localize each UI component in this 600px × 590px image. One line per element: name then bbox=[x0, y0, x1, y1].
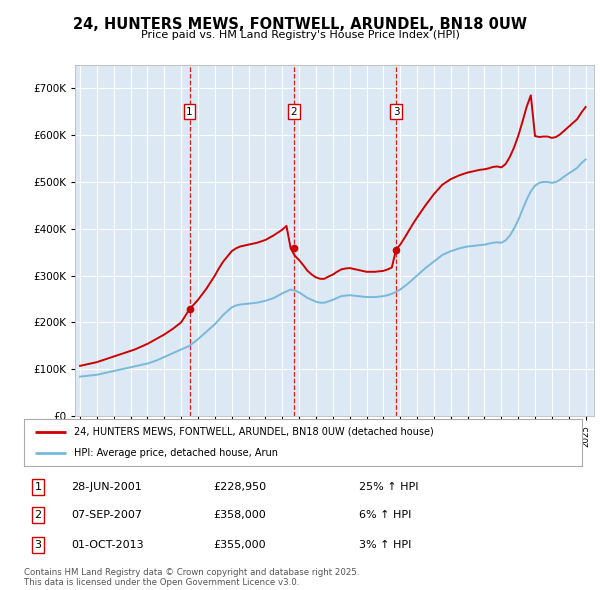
Text: £358,000: £358,000 bbox=[214, 510, 266, 520]
Text: 3% ↑ HPI: 3% ↑ HPI bbox=[359, 540, 411, 550]
Text: 01-OCT-2013: 01-OCT-2013 bbox=[71, 540, 144, 550]
Text: HPI: Average price, detached house, Arun: HPI: Average price, detached house, Arun bbox=[74, 448, 278, 458]
Text: 25% ↑ HPI: 25% ↑ HPI bbox=[359, 482, 418, 492]
Text: 28-JUN-2001: 28-JUN-2001 bbox=[71, 482, 142, 492]
Text: 3: 3 bbox=[34, 540, 41, 550]
Text: Contains HM Land Registry data © Crown copyright and database right 2025.
This d: Contains HM Land Registry data © Crown c… bbox=[24, 568, 359, 587]
Text: 24, HUNTERS MEWS, FONTWELL, ARUNDEL, BN18 0UW: 24, HUNTERS MEWS, FONTWELL, ARUNDEL, BN1… bbox=[73, 17, 527, 31]
Text: Price paid vs. HM Land Registry's House Price Index (HPI): Price paid vs. HM Land Registry's House … bbox=[140, 30, 460, 40]
Text: £228,950: £228,950 bbox=[214, 482, 267, 492]
Text: 24, HUNTERS MEWS, FONTWELL, ARUNDEL, BN18 0UW (detached house): 24, HUNTERS MEWS, FONTWELL, ARUNDEL, BN1… bbox=[74, 427, 434, 437]
Text: 1: 1 bbox=[186, 107, 193, 117]
Text: 2: 2 bbox=[290, 107, 297, 117]
Text: £355,000: £355,000 bbox=[214, 540, 266, 550]
Text: 2: 2 bbox=[34, 510, 41, 520]
Text: 1: 1 bbox=[34, 482, 41, 492]
Text: 07-SEP-2007: 07-SEP-2007 bbox=[71, 510, 142, 520]
Text: 3: 3 bbox=[392, 107, 399, 117]
Text: 6% ↑ HPI: 6% ↑ HPI bbox=[359, 510, 411, 520]
